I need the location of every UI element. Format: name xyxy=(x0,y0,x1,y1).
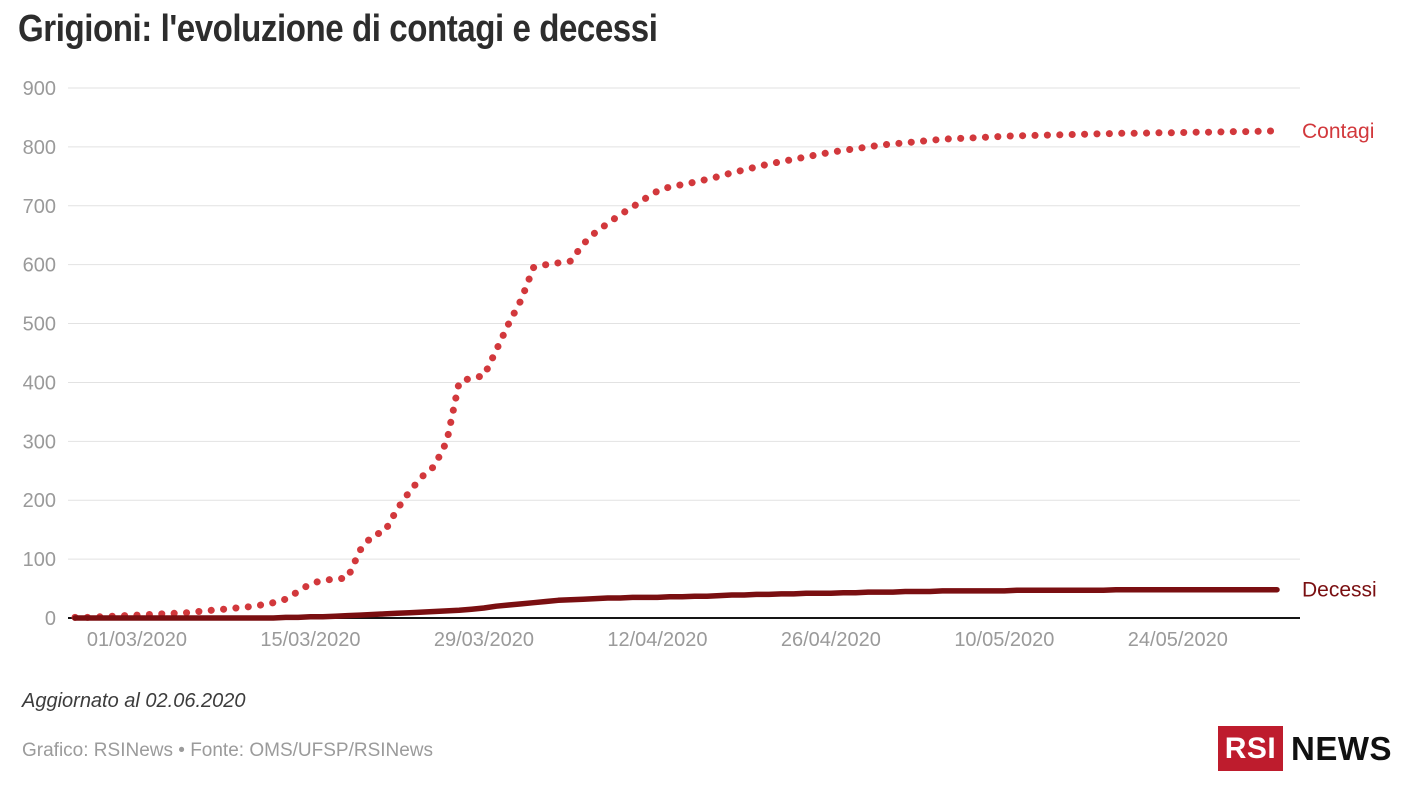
y-tick-label: 900 xyxy=(23,78,56,100)
y-tick-label: 300 xyxy=(23,431,56,453)
updated-note: Aggiornato al 02.06.2020 xyxy=(22,690,246,712)
x-tick-label: 29/03/2020 xyxy=(434,629,534,651)
x-tick-label: 01/03/2020 xyxy=(87,629,187,651)
x-tick-label: 15/03/2020 xyxy=(260,629,360,651)
series-label-decessi: Decessi xyxy=(1302,579,1377,602)
y-tick-label: 500 xyxy=(23,314,56,336)
x-tick-label: 10/05/2020 xyxy=(954,629,1054,651)
x-tick-label: 24/05/2020 xyxy=(1128,629,1228,651)
series-line-contagi xyxy=(71,127,1281,621)
chart-title: Grigioni: l'evoluzione di contagi e dece… xyxy=(18,8,658,50)
rsi-news-logo: RSI NEWS xyxy=(1218,726,1392,771)
chart-svg: 0 100 200 300 400 500 600 700 800 900 01/03/2020 15… xyxy=(23,78,1377,651)
rsi-logo-box: RSI xyxy=(1218,726,1283,771)
y-tick-label: 200 xyxy=(23,490,56,512)
x-tick-label: 26/04/2020 xyxy=(781,629,881,651)
y-tick-label: 600 xyxy=(23,255,56,277)
series-line-decessi xyxy=(72,586,1280,621)
y-tick-label: 400 xyxy=(23,372,56,394)
y-tick-label: 0 xyxy=(45,608,56,630)
series-label-contagi: Contagi xyxy=(1302,120,1374,143)
x-tick-label: 12/04/2020 xyxy=(607,629,707,651)
y-tick-label: 800 xyxy=(23,137,56,159)
y-tick-label: 100 xyxy=(23,549,56,571)
credits-note: Grafico: RSINews • Fonte: OMS/UFSP/RSINe… xyxy=(22,740,434,761)
rsi-logo-news-text: NEWS xyxy=(1291,729,1392,767)
y-tick-label: 700 xyxy=(23,196,56,218)
